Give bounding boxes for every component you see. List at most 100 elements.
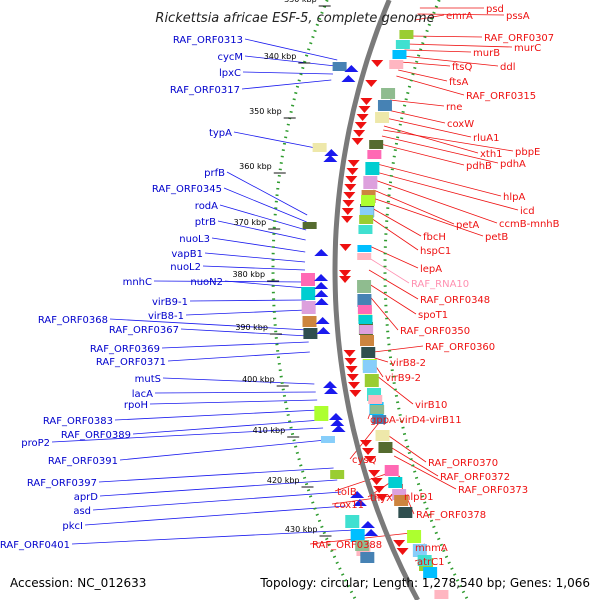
gene-label-nuon2: nuoN2 bbox=[190, 277, 223, 288]
feature-block-right bbox=[361, 195, 376, 206]
forward-gene-arrow bbox=[314, 298, 329, 305]
feature-block-right bbox=[399, 30, 414, 39]
leader-peta bbox=[373, 189, 455, 225]
gene-label-raf-orf0371: RAF_ORF0371 bbox=[96, 357, 166, 368]
leader-raf-orf0370 bbox=[388, 435, 427, 463]
leader-prfb bbox=[226, 171, 308, 216]
tick-label: 400 kbp bbox=[242, 375, 275, 384]
feature-block-right bbox=[364, 374, 379, 387]
feature-block-right bbox=[370, 405, 385, 414]
leader-raf-orf0368 bbox=[109, 318, 308, 331]
gene-label-coxw: coxW bbox=[447, 119, 474, 130]
forward-gene-arrow bbox=[331, 425, 346, 432]
reverse-gene-arrow bbox=[342, 200, 355, 207]
feature-block-right bbox=[369, 140, 384, 149]
reverse-gene-arrow bbox=[351, 138, 364, 145]
gene-label-nuol2: nuoL2 bbox=[170, 262, 201, 273]
leader-pssa bbox=[417, 13, 505, 16]
gene-label-rpoh: rpoH bbox=[124, 400, 148, 411]
leader-pdhb bbox=[380, 143, 465, 166]
forward-gene-arrow bbox=[314, 249, 329, 256]
forward-gene-arrow bbox=[360, 521, 375, 528]
gene-label-peta: petA bbox=[456, 220, 479, 231]
reverse-gene-arrow bbox=[347, 160, 360, 167]
leader-raf-orf0373 bbox=[393, 455, 457, 490]
gene-label-nuol3: nuoL3 bbox=[179, 234, 210, 245]
tick-label: 410 kbp bbox=[253, 426, 286, 435]
gene-label-virb8-1: virB8-1 bbox=[148, 311, 184, 322]
reverse-gene-arrow bbox=[354, 122, 367, 129]
forward-gene-arrow bbox=[330, 419, 345, 426]
tick-label: 340 kbp bbox=[264, 52, 297, 61]
gene-label-gppa-vird4-virb11: gppA-virD4-virB11 bbox=[370, 415, 462, 426]
gene-label-rne: rne bbox=[446, 102, 462, 113]
feature-block-right bbox=[398, 507, 413, 518]
feature-block-left bbox=[355, 540, 370, 551]
reverse-gene-arrow bbox=[373, 486, 386, 493]
leader-nuon2 bbox=[224, 280, 306, 289]
feature-block-right bbox=[367, 150, 382, 159]
gene-label-lepa: lepA bbox=[420, 264, 442, 275]
gene-label-tolb: tolB bbox=[337, 487, 357, 498]
gene-label-icd: icd bbox=[520, 206, 535, 217]
forward-gene-arrow bbox=[324, 149, 339, 156]
feature-block-right bbox=[388, 477, 403, 488]
gene-label-ddl: ddl bbox=[500, 62, 515, 73]
leader-raf-orf0401 bbox=[71, 529, 356, 545]
reverse-gene-arrow bbox=[344, 184, 357, 191]
gene-label-psd: psd bbox=[486, 4, 504, 15]
leader-roda bbox=[219, 204, 307, 231]
gene-label-murb: murB bbox=[473, 48, 500, 59]
leader-vapb1 bbox=[204, 252, 306, 263]
feature-block-left bbox=[332, 62, 347, 71]
gene-label-nlpd1: nlpD1 bbox=[404, 492, 434, 503]
forward-gene-arrow bbox=[324, 387, 339, 394]
leader-ddl bbox=[402, 55, 499, 67]
gene-label-raf-orf0378: RAF_ORF0378 bbox=[416, 510, 486, 521]
reverse-gene-arrow bbox=[339, 270, 351, 277]
reverse-gene-arrow bbox=[375, 494, 388, 501]
leader-petb bbox=[372, 197, 484, 237]
gene-label-ftsq: ftsQ bbox=[452, 62, 472, 73]
reverse-gene-arrow bbox=[348, 382, 361, 389]
feature-block-right bbox=[378, 442, 393, 453]
feature-block-right bbox=[360, 335, 375, 346]
leader-raf-orf0348 bbox=[368, 269, 419, 300]
tick-label: 360 kbp bbox=[239, 162, 272, 171]
feature-block-left bbox=[302, 222, 317, 229]
leader-murb bbox=[404, 49, 472, 53]
gene-label-virb10: virB10 bbox=[415, 400, 447, 411]
feature-block-right bbox=[377, 100, 392, 111]
leader-raf-orf0367 bbox=[180, 328, 309, 337]
leader-raf-orf0350 bbox=[369, 295, 399, 331]
feature-block-right bbox=[434, 590, 449, 599]
gene-label-cycm: cycM bbox=[217, 52, 243, 63]
gene-label-raf-orf0348: RAF_ORF0348 bbox=[420, 295, 490, 306]
feature-block-right bbox=[359, 215, 374, 224]
gene-label-virb8-2: virB8-2 bbox=[390, 358, 426, 369]
gene-label-spot1: spoT1 bbox=[418, 310, 448, 321]
tick-label: 370 kbp bbox=[234, 218, 267, 227]
feature-block-left bbox=[350, 529, 365, 542]
leader-ptrb bbox=[217, 220, 306, 241]
leader-ftsq bbox=[400, 61, 451, 67]
forward-gene-arrow bbox=[328, 413, 343, 420]
leader-murc bbox=[406, 43, 513, 48]
feature-block-right bbox=[357, 305, 372, 314]
feature-block-right bbox=[417, 555, 432, 566]
leader-laca bbox=[154, 391, 316, 394]
feature-block-right bbox=[361, 347, 376, 358]
leader-typa bbox=[233, 131, 316, 149]
gene-label-mnma: mnmA bbox=[415, 543, 448, 554]
feature-block-right bbox=[358, 225, 373, 234]
tick-label: 350 kbp bbox=[249, 107, 282, 116]
reverse-gene-arrow bbox=[364, 456, 377, 463]
reverse-gene-arrow bbox=[341, 208, 354, 215]
forward-gene-arrow bbox=[364, 529, 379, 536]
leader-rpoh bbox=[149, 399, 318, 405]
feature-block-right bbox=[375, 430, 390, 441]
feature-block-right bbox=[368, 395, 383, 404]
gene-label-raf-orf0367: RAF_ORF0367 bbox=[109, 325, 179, 336]
gene-label-fbch: fbcH bbox=[423, 232, 446, 243]
